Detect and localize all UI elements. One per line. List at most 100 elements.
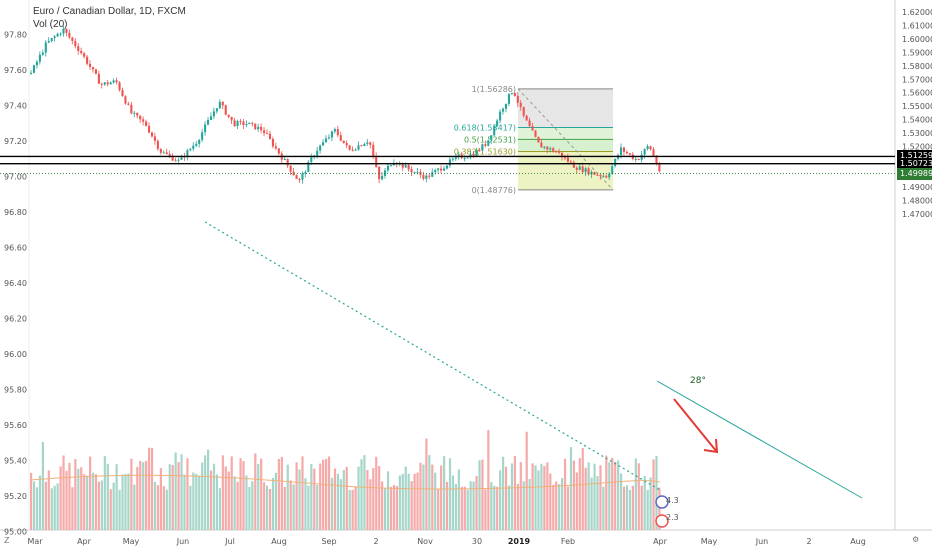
- volume-bar: [266, 485, 269, 530]
- volume-bar: [268, 488, 272, 530]
- volume-bar: [357, 466, 360, 530]
- candle-body: [351, 149, 354, 151]
- time-axis-tick: May: [701, 537, 718, 546]
- volume-bar: [251, 481, 254, 530]
- volume-bar: [608, 462, 611, 530]
- candle-body: [605, 175, 608, 178]
- volume-bar: [204, 455, 207, 530]
- volume-bar: [528, 478, 531, 530]
- volume-bar: [525, 431, 528, 530]
- volume-bar: [555, 481, 558, 530]
- volume-bar: [118, 489, 121, 530]
- volume-bar: [389, 486, 393, 530]
- volume-bar: [504, 466, 508, 530]
- candle-body: [519, 102, 522, 107]
- candle-body: [224, 105, 227, 115]
- candle-body: [655, 156, 658, 165]
- volume-bar: [260, 458, 263, 530]
- volume-bar: [451, 475, 455, 530]
- candle-body: [369, 142, 372, 145]
- volume-bar: [35, 487, 39, 530]
- volume-bar: [242, 460, 245, 530]
- volume-bar: [319, 463, 322, 530]
- candle-body: [445, 165, 449, 169]
- candle-body: [587, 168, 590, 175]
- volume-bar: [413, 473, 416, 530]
- settings-gear-icon[interactable]: ⚙: [912, 535, 920, 544]
- candle-body: [431, 172, 434, 177]
- candle-body: [171, 155, 174, 161]
- volume-bar: [115, 464, 118, 530]
- volume-bar: [510, 463, 514, 530]
- volume-bar: [493, 485, 496, 530]
- left-axis-tick: 96.00: [4, 350, 27, 359]
- volume-bar: [496, 486, 499, 530]
- right-axis-tick: 1.57000: [902, 75, 932, 84]
- volume-bar: [100, 480, 103, 530]
- candle-body: [602, 175, 605, 177]
- right-axis-tick: 1.62000: [902, 8, 932, 17]
- fib-level-label: 0.618(1.53417): [454, 123, 516, 132]
- right-axis-tick: 1.54000: [902, 116, 932, 125]
- forecast-arrow-shaft: [673, 398, 718, 453]
- volume-bar: [77, 468, 80, 530]
- volume-bar: [142, 462, 145, 530]
- volume-bar: [74, 459, 77, 530]
- volume-bar: [325, 458, 328, 530]
- volume-bar: [209, 470, 213, 530]
- volume-bar: [620, 473, 623, 530]
- volume-bar: [431, 464, 434, 530]
- volume-bar: [292, 484, 295, 530]
- candle-body: [91, 67, 95, 70]
- volume-bar: [507, 485, 511, 530]
- forecast-arrow-head: [703, 438, 719, 454]
- volume-bar: [546, 462, 549, 530]
- volume-bar: [502, 456, 505, 530]
- candle-body: [201, 132, 204, 140]
- time-axis-tick: May: [123, 537, 140, 546]
- volume-bar: [369, 479, 372, 530]
- candle-body: [239, 121, 242, 123]
- candle-body: [283, 158, 286, 160]
- left-axis-tick: 97.60: [4, 66, 27, 75]
- volume-bar: [271, 477, 275, 530]
- candle-body: [620, 147, 623, 156]
- left-axis-tick: 96.20: [4, 314, 27, 323]
- candle-body: [30, 72, 33, 74]
- right-axis-tick: 1.47000: [902, 210, 932, 219]
- volume-bar: [168, 464, 171, 530]
- candle-body: [614, 158, 617, 167]
- candle-body: [189, 148, 192, 151]
- volume-bar: [375, 456, 378, 530]
- volume-bar: [180, 454, 183, 530]
- price-label-last: 1.49989: [897, 167, 932, 180]
- fib-zone-green-2: [518, 139, 613, 152]
- candle-body: [68, 32, 71, 38]
- candle-body: [289, 165, 292, 172]
- volume-bar: [30, 472, 33, 530]
- candle-body: [357, 145, 360, 150]
- candle-body: [316, 150, 319, 156]
- candle-body: [451, 158, 454, 160]
- zoom-icon[interactable]: Z: [4, 536, 10, 545]
- volume-bar: [94, 474, 98, 530]
- candle-body: [475, 150, 478, 157]
- volume-bar: [165, 489, 168, 530]
- candle-body: [254, 123, 257, 130]
- candle-body: [56, 33, 59, 37]
- candle-body: [35, 61, 38, 66]
- candle-body: [286, 158, 289, 166]
- volume-bar: [83, 474, 86, 530]
- candle-body: [292, 171, 295, 176]
- fib-zone-green-1: [518, 127, 613, 140]
- volume-bar: [519, 462, 522, 530]
- volume-bar: [189, 485, 192, 530]
- candle-body: [569, 161, 572, 163]
- candle-body: [652, 149, 655, 157]
- volume-bar: [437, 489, 440, 530]
- candle-body: [50, 37, 53, 41]
- candle-body: [416, 171, 419, 173]
- candle-body: [646, 146, 649, 150]
- volume-bar: [333, 468, 337, 530]
